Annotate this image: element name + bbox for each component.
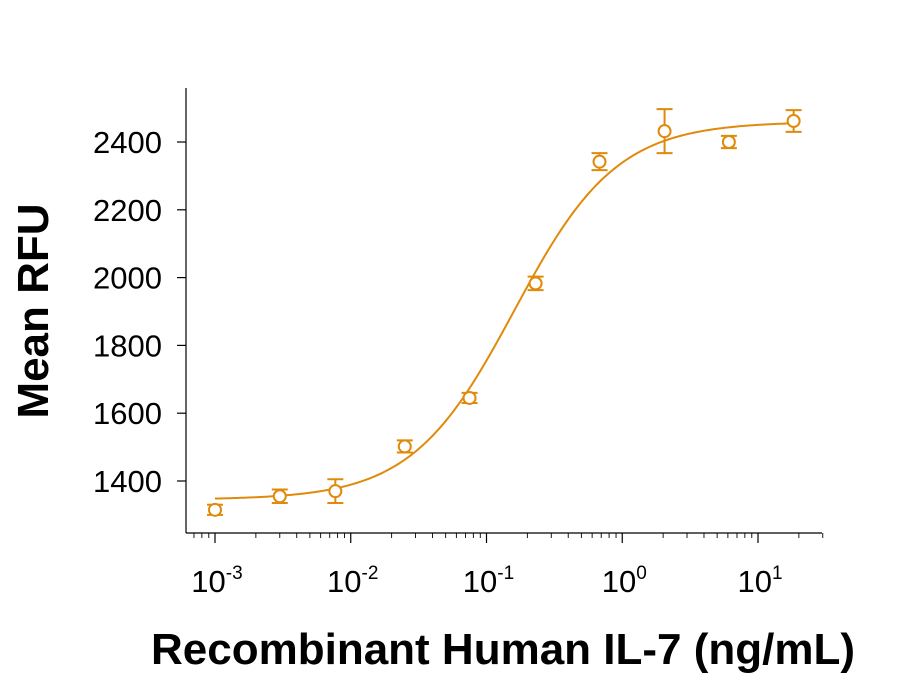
data-point [786, 113, 801, 128]
y-axis-ticks: 1400 1600 1800 2000 2200 2400 [93, 125, 186, 499]
x-axis-ticks: 10-3 10-2 10-1 100 101 [191, 533, 824, 599]
x-tick-label: 101 [737, 563, 782, 599]
data-point-group [785, 109, 802, 133]
data-point [328, 484, 343, 499]
data-point [208, 502, 222, 517]
data-point-group [271, 488, 288, 505]
fit-curve [214, 122, 794, 500]
fit-curve-layer [214, 122, 794, 500]
x-axis: 10-3 10-2 10-1 100 101 [186, 532, 824, 599]
data-point-group [591, 152, 608, 172]
data-points-layer [207, 108, 802, 517]
x-tick-label: 100 [602, 563, 647, 599]
data-point-group [207, 502, 223, 517]
data-point-group [527, 275, 544, 292]
x-tick-label: 10-3 [191, 563, 242, 599]
x-tick-label: 10-1 [463, 563, 514, 599]
y-tick-label: 1600 [93, 396, 162, 431]
x-tick-label: 10-2 [327, 563, 378, 599]
data-point [721, 135, 736, 149]
data-point [462, 390, 477, 405]
data-point-group [461, 390, 478, 405]
data-point [657, 124, 672, 139]
y-axis-title: Mean RFU [9, 203, 58, 418]
data-point [272, 489, 287, 504]
data-point-group [396, 439, 413, 454]
data-point [397, 439, 412, 454]
y-tick-label: 2400 [93, 125, 162, 160]
y-tick-label: 1400 [93, 464, 162, 499]
data-point [528, 276, 543, 291]
data-point-group [656, 108, 673, 155]
x-axis-title: Recombinant Human IL-7 (ng/mL) [151, 625, 855, 674]
y-tick-label: 1800 [93, 328, 162, 363]
y-tick-label: 2000 [93, 261, 162, 296]
data-point-group [327, 478, 344, 505]
y-axis: 1400 1600 1800 2000 2200 2400 [93, 88, 187, 533]
y-tick-label: 2200 [93, 193, 162, 228]
data-point-group [720, 134, 737, 150]
data-point [592, 154, 607, 169]
